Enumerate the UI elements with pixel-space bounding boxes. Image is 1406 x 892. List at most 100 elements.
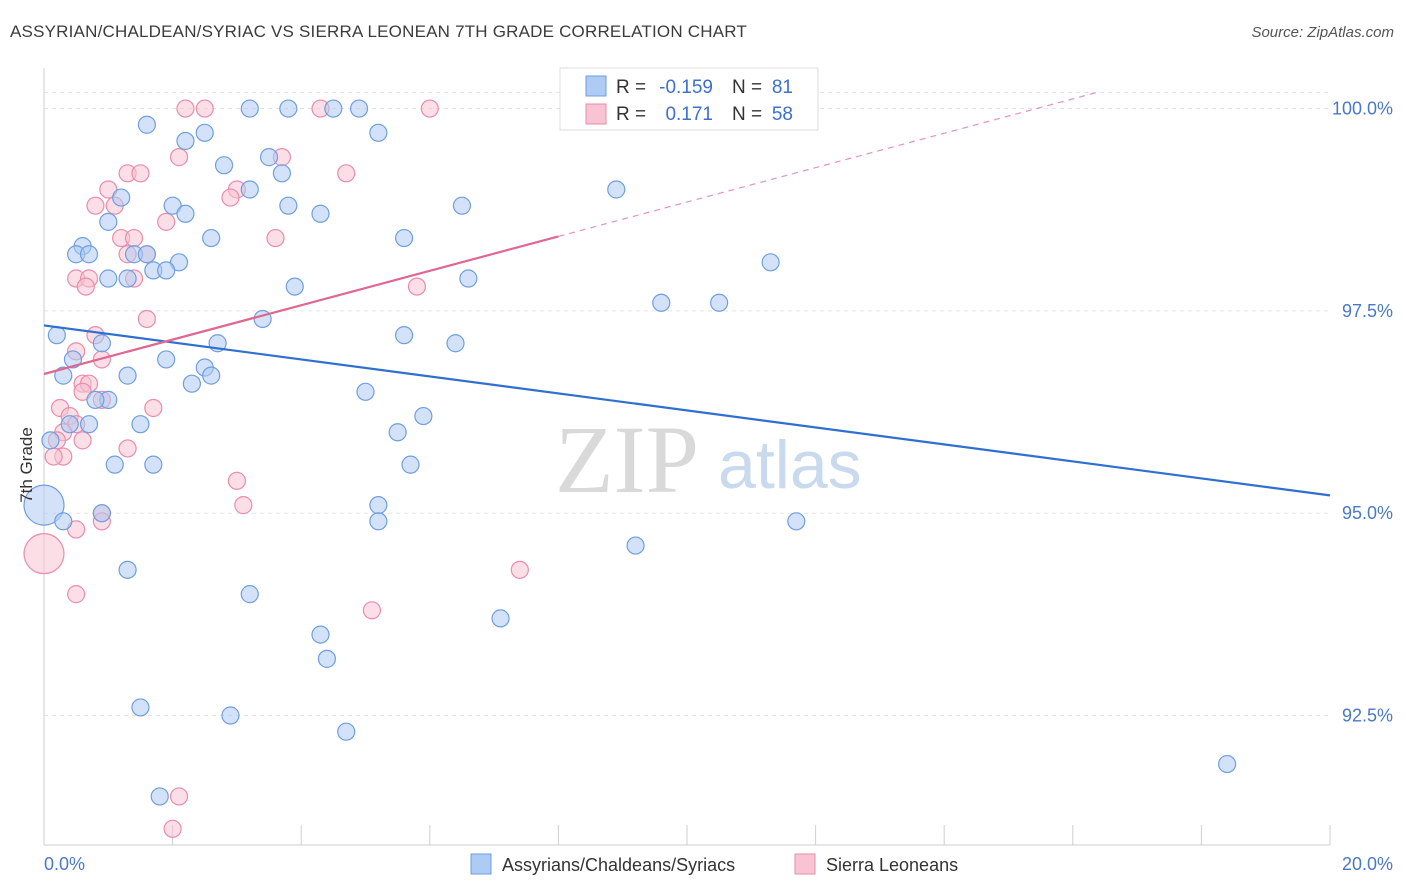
y-tick-label-1: 95.0%: [1342, 503, 1393, 523]
assyrian-point-44: [157, 350, 176, 369]
assyrian-point-74: [131, 698, 150, 717]
assyrian-point-57: [388, 423, 407, 442]
sierra-leonean-point-43: [227, 471, 246, 490]
assyrian-point-73: [317, 649, 337, 668]
assyrian-point-67: [787, 512, 806, 531]
assyrian-point-71: [491, 609, 510, 628]
sierra-leonean-point-1: [195, 99, 214, 118]
sierra-leonean-point-52: [169, 787, 189, 806]
legend-blue-swatch: [470, 853, 492, 875]
stats-blue-r-value: -0.159: [659, 77, 713, 98]
trend-lines: [43, 91, 1331, 497]
legend-pink-label: Sierra Leoneans: [826, 855, 958, 875]
y-tick-label-2: 97.5%: [1342, 301, 1393, 321]
axes: [43, 68, 1331, 846]
sierra-leonean-point-44: [234, 496, 253, 515]
assyrian-point-12: [112, 188, 131, 207]
sierra-leonean-point-25: [137, 309, 156, 329]
assyrian-point-19: [394, 228, 414, 248]
series-assyrians-points: [23, 99, 1237, 806]
stats-pink-n-label: N =: [732, 104, 762, 125]
sierra-leonean-point-41: [44, 447, 63, 466]
sierra-leonean-point-14: [157, 212, 176, 231]
assyrian-point-2: [240, 99, 259, 118]
assyrian-point-70: [240, 585, 259, 604]
assyrian-point-8: [259, 148, 279, 167]
assyrian-point-17: [99, 212, 118, 231]
assyrian-point-58: [41, 431, 60, 450]
assyrian-point-21: [607, 180, 626, 199]
assyrian-point-4: [349, 99, 369, 118]
trend-line-blue: [43, 324, 1331, 497]
sierra-leonean-point-38: [73, 431, 92, 450]
assyrian-point-56: [414, 406, 433, 426]
trend-line-pink: [43, 235, 559, 376]
sierra-leonean-point-51: [362, 601, 382, 620]
trend-extension-pink: [558, 91, 1098, 238]
assyrian-point-61: [401, 455, 420, 474]
source-label: Source: ZipAtlas.com: [1251, 24, 1394, 41]
legend: Assyrians/Chaldeans/Syriacs Sierra Leone…: [470, 853, 958, 875]
sierra-leonean-point-33: [144, 398, 163, 418]
assyrian-point-68: [626, 536, 645, 555]
assyrian-point-47: [202, 366, 221, 385]
y-axis-title: 7th Grade: [17, 427, 36, 503]
assyrian-point-1: [279, 99, 298, 118]
assyrian-point-59: [144, 455, 163, 474]
stats-blue-swatch: [585, 75, 607, 97]
assyrian-point-48: [118, 366, 137, 385]
assyrian-point-18: [202, 228, 221, 248]
assyrian-point-39: [394, 326, 414, 345]
assyrian-point-64: [92, 504, 111, 523]
sierra-leonean-point-15: [266, 228, 285, 248]
stats-pink-r-value: 0.171: [665, 104, 713, 125]
sierra-leonean-point-12: [86, 196, 105, 215]
assyrian-point-5: [195, 123, 214, 142]
assyrian-point-6: [176, 131, 195, 151]
sierra-leonean-point-23: [407, 277, 427, 296]
assyrian-point-53: [131, 415, 150, 434]
assyrian-point-0: [137, 115, 156, 134]
series-sierra-leoneans-points: [23, 99, 529, 838]
sierra-leonean-point-50: [67, 585, 86, 604]
assyrian-point-11: [240, 180, 259, 199]
assyrian-point-52: [86, 390, 105, 409]
assyrian-point-77: [1218, 754, 1237, 774]
sierra-leonean-point-53: [163, 819, 182, 838]
x-tick-labels: 0.0% 20.0%: [44, 854, 1393, 874]
sierra-leonean-point-48: [23, 533, 65, 575]
assyrian-point-25: [137, 245, 156, 264]
assyrian-point-76: [337, 722, 356, 741]
assyrian-point-9: [214, 156, 234, 175]
assyrian-point-50: [356, 382, 375, 401]
x-tick-label-1: 20.0%: [1342, 854, 1393, 874]
sierra-leonean-point-0: [176, 99, 195, 118]
assyrian-point-7: [369, 123, 388, 142]
assyrian-point-55: [60, 415, 79, 434]
sierra-leonean-point-10: [99, 180, 118, 199]
watermark-atlas: atlas: [718, 427, 862, 503]
sierra-leonean-point-24: [76, 277, 95, 296]
assyrian-point-23: [79, 245, 99, 264]
assyrian-point-42: [92, 334, 111, 353]
sierra-leonean-point-31: [73, 382, 92, 401]
y-tick-label-0: 92.5%: [1342, 706, 1393, 726]
stats-blue-n-value: 81: [772, 77, 793, 98]
legend-pink-swatch: [794, 853, 816, 875]
assyrian-point-65: [54, 512, 73, 531]
assyrian-point-28: [157, 261, 176, 280]
assyrian-point-60: [105, 455, 124, 474]
assyrian-point-35: [652, 293, 671, 312]
y-tick-label-3: 100.0%: [1332, 99, 1393, 119]
stats-box: R = -0.159 N = 81 R = 0.171 N = 58: [559, 67, 819, 131]
x-tick-label-0: 0.0%: [44, 854, 85, 874]
stats-blue-n-label: N =: [732, 77, 762, 98]
legend-blue-label: Assyrians/Chaldeans/Syriacs: [502, 855, 735, 875]
assyrian-point-13: [163, 196, 182, 215]
assyrian-point-46: [54, 366, 73, 385]
assyrian-point-33: [285, 277, 304, 296]
assyrian-point-27: [169, 253, 189, 272]
assyrian-point-36: [710, 293, 729, 312]
assyrian-point-32: [459, 269, 478, 288]
